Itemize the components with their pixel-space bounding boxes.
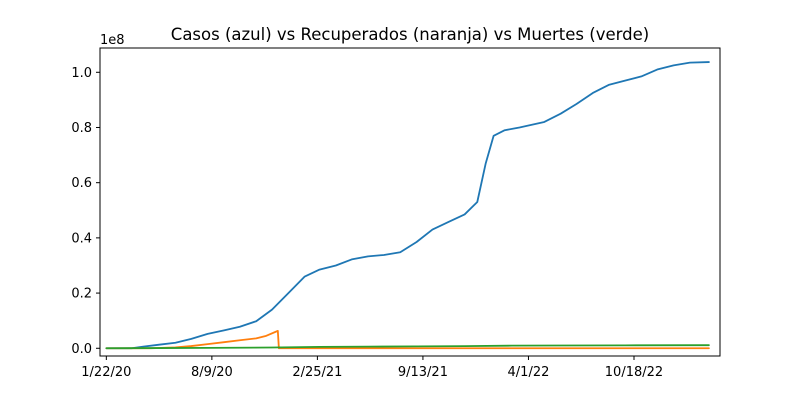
chart-title: Casos (azul) vs Recuperados (naranja) vs…: [171, 25, 649, 44]
y-tick-label: 0.4: [71, 231, 92, 246]
series-layer: [105, 61, 710, 350]
series-line-3: [105, 344, 710, 350]
x-tick-label: 1/22/20: [81, 365, 131, 380]
x-tick-label: 9/13/21: [398, 365, 448, 380]
plot-area-frame: [99, 47, 721, 357]
y-axis: 0.0 0.2 0.4 0.6 0.8 1.0: [71, 66, 100, 357]
y-tick-label: 0.2: [71, 287, 92, 302]
x-tick-label: 10/18/22: [605, 365, 663, 380]
x-tick-label: 8/9/20: [191, 365, 233, 380]
y-tick-label: 1.0: [71, 66, 92, 81]
x-tick-label: 4/1/22: [508, 365, 550, 380]
series-line-1: [105, 61, 710, 350]
y-tick-label: 0.8: [71, 121, 92, 136]
y-axis-offset-label: 1e8: [100, 33, 125, 48]
x-tick-label: 2/25/21: [292, 365, 342, 380]
y-tick-label: 0.0: [71, 342, 92, 357]
y-tick-label: 0.6: [71, 176, 92, 191]
x-axis: 1/22/20 8/9/20 2/25/21 9/13/21 4/1/22 10/18/2…: [81, 356, 663, 380]
